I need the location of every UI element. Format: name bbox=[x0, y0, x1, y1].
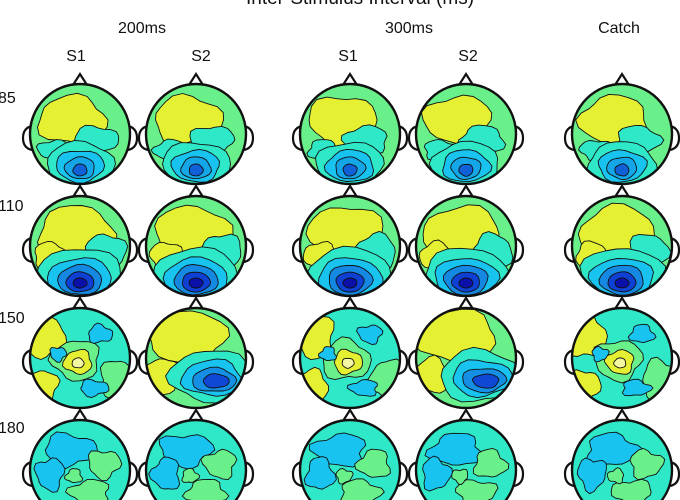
right-ear-icon bbox=[397, 124, 409, 152]
nose-icon bbox=[458, 71, 474, 86]
topomap-85-300ms-s2 bbox=[407, 71, 525, 186]
nose-icon bbox=[342, 183, 358, 198]
topomap-180-300ms-s2 bbox=[407, 407, 525, 500]
nose-icon bbox=[188, 183, 204, 198]
right-ear-icon bbox=[513, 348, 525, 376]
right-ear-icon bbox=[513, 460, 525, 488]
row-label-150: 150 bbox=[0, 310, 25, 327]
left-ear-icon bbox=[21, 348, 33, 376]
right-ear-icon bbox=[669, 236, 680, 264]
topomap-180-catch bbox=[563, 407, 680, 500]
right-ear-icon bbox=[669, 348, 680, 376]
right-ear-icon bbox=[243, 124, 255, 152]
nose-icon bbox=[458, 295, 474, 310]
topomap-110-300ms-s2 bbox=[407, 183, 525, 298]
right-ear-icon bbox=[669, 124, 680, 152]
topomap-150-catch bbox=[563, 295, 680, 410]
left-ear-icon bbox=[21, 236, 33, 264]
stimulus-label-300-s1: S1 bbox=[338, 48, 358, 65]
right-ear-icon bbox=[397, 460, 409, 488]
left-ear-icon bbox=[291, 348, 303, 376]
topomap-180-300ms-s1 bbox=[291, 407, 409, 500]
right-ear-icon bbox=[397, 348, 409, 376]
topomap-85-300ms-s1 bbox=[291, 71, 409, 186]
stimulus-label-300-s2: S2 bbox=[458, 48, 478, 65]
head-outline bbox=[570, 418, 674, 500]
left-ear-icon bbox=[407, 460, 419, 488]
left-ear-icon bbox=[407, 236, 419, 264]
nose-icon bbox=[458, 183, 474, 198]
right-ear-icon bbox=[513, 236, 525, 264]
left-ear-icon bbox=[291, 236, 303, 264]
topomap-110-200ms-s1 bbox=[21, 183, 139, 298]
nose-icon bbox=[614, 183, 630, 198]
nose-icon bbox=[72, 71, 88, 86]
figure-title: Inter-Stimulus Interval (ms) bbox=[246, 0, 474, 10]
nose-icon bbox=[342, 407, 358, 422]
topomap-180-200ms-s1 bbox=[21, 407, 139, 500]
right-ear-icon bbox=[127, 460, 139, 488]
topomap-150-200ms-s2 bbox=[137, 295, 255, 410]
right-ear-icon bbox=[397, 236, 409, 264]
right-ear-icon bbox=[243, 348, 255, 376]
left-ear-icon bbox=[137, 348, 149, 376]
right-ear-icon bbox=[127, 348, 139, 376]
nose-icon bbox=[72, 407, 88, 422]
topomap-85-200ms-s2 bbox=[137, 71, 255, 186]
left-ear-icon bbox=[137, 124, 149, 152]
nose-icon bbox=[188, 71, 204, 86]
right-ear-icon bbox=[243, 460, 255, 488]
topomap-150-300ms-s2 bbox=[407, 295, 525, 410]
topomap-85-catch bbox=[563, 71, 680, 186]
stimulus-label-200-s1: S1 bbox=[66, 48, 86, 65]
left-ear-icon bbox=[407, 348, 419, 376]
nose-icon bbox=[614, 407, 630, 422]
left-ear-icon bbox=[21, 124, 33, 152]
left-ear-icon bbox=[563, 460, 575, 488]
stimulus-label-200-s2: S2 bbox=[191, 48, 211, 65]
right-ear-icon bbox=[243, 236, 255, 264]
head-outline bbox=[414, 418, 518, 500]
nose-icon bbox=[614, 71, 630, 86]
nose-icon bbox=[188, 407, 204, 422]
right-ear-icon bbox=[127, 236, 139, 264]
nose-icon bbox=[614, 295, 630, 310]
right-ear-icon bbox=[513, 124, 525, 152]
topomap-85-200ms-s1 bbox=[21, 71, 139, 186]
topomap-110-200ms-s2 bbox=[137, 183, 255, 298]
topomap-150-300ms-s1 bbox=[291, 295, 409, 410]
topomap-150-200ms-s1 bbox=[21, 295, 139, 410]
left-ear-icon bbox=[563, 348, 575, 376]
head-outline bbox=[144, 418, 248, 500]
left-ear-icon bbox=[21, 460, 33, 488]
isi-200ms-label: 200ms bbox=[117, 20, 167, 37]
nose-icon bbox=[342, 295, 358, 310]
left-ear-icon bbox=[563, 124, 575, 152]
isi-300ms-label: 300ms bbox=[384, 20, 434, 37]
nose-icon bbox=[72, 183, 88, 198]
catch-label: Catch bbox=[598, 20, 640, 37]
topomap-110-catch bbox=[563, 183, 680, 298]
nose-icon bbox=[188, 295, 204, 310]
left-ear-icon bbox=[563, 236, 575, 264]
topomap-110-300ms-s1 bbox=[291, 183, 409, 298]
right-ear-icon bbox=[669, 460, 680, 488]
row-label-85: 85 bbox=[0, 90, 16, 107]
topomap-180-200ms-s2 bbox=[137, 407, 255, 500]
head-outline bbox=[28, 418, 132, 500]
nose-icon bbox=[72, 295, 88, 310]
left-ear-icon bbox=[137, 460, 149, 488]
left-ear-icon bbox=[407, 124, 419, 152]
left-ear-icon bbox=[291, 460, 303, 488]
right-ear-icon bbox=[127, 124, 139, 152]
nose-icon bbox=[458, 407, 474, 422]
left-ear-icon bbox=[291, 124, 303, 152]
row-label-180: 180 bbox=[0, 420, 25, 437]
left-ear-icon bbox=[137, 236, 149, 264]
head-outline bbox=[298, 418, 402, 500]
row-label-110: 110 bbox=[0, 198, 24, 215]
nose-icon bbox=[342, 71, 358, 86]
